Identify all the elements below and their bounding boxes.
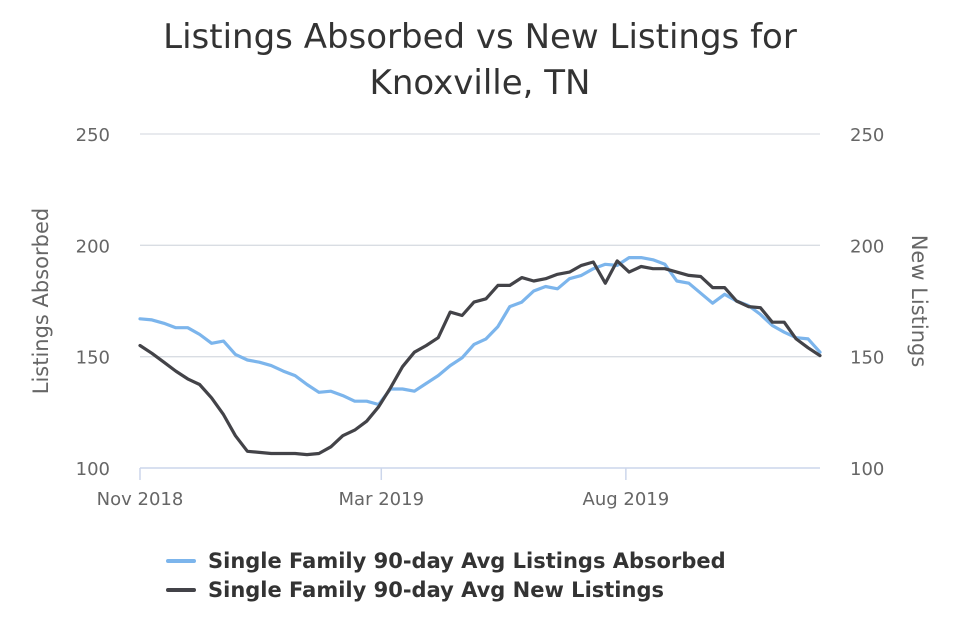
y-tick-right: 100	[850, 459, 884, 480]
y-axis-left-title: Listings Absorbed	[29, 208, 53, 395]
y-axis-right-ticks: 250 200 150 100	[850, 125, 884, 480]
legend-item-new-listings[interactable]: Single Family 90-day Avg New Listings	[166, 575, 726, 604]
y-tick-right: 200	[850, 236, 884, 257]
x-axis-ticks: Nov 2018 Mar 2019 Aug 2019	[97, 468, 670, 510]
x-tick-label: Nov 2018	[97, 489, 184, 510]
chart-title-line-1: Listings Absorbed vs New Listings for	[163, 17, 797, 57]
legend-swatch-new-listings	[166, 587, 196, 592]
legend-label-absorbed: Single Family 90-day Avg Listings Absorb…	[208, 548, 726, 573]
legend-item-absorbed[interactable]: Single Family 90-day Avg Listings Absorb…	[166, 546, 726, 575]
y-tick-right: 150	[850, 348, 884, 369]
y-tick-right: 250	[850, 125, 884, 146]
y-tick-left: 250	[76, 125, 110, 146]
x-tick-label: Mar 2019	[339, 489, 425, 510]
legend-label-new-listings: Single Family 90-day Avg New Listings	[208, 577, 664, 602]
chart-title: Listings Absorbed vs New Listings for Kn…	[0, 14, 960, 106]
series-line-absorbed[interactable]	[138, 256, 822, 407]
grid-lines	[140, 133, 820, 358]
y-axis-right-title: New Listings	[907, 235, 931, 368]
y-tick-left: 150	[76, 348, 110, 369]
y-tick-left: 200	[76, 236, 110, 257]
legend: Single Family 90-day Avg Listings Absorb…	[166, 546, 726, 604]
chart-title-line-2: Knoxville, TN	[369, 63, 591, 103]
y-axis-left-ticks: 250 200 150 100	[76, 125, 110, 480]
series-line-new[interactable]	[138, 259, 822, 457]
series-group	[138, 256, 822, 457]
y-tick-left: 100	[76, 459, 110, 480]
legend-swatch-absorbed	[166, 558, 196, 563]
x-tick-label: Aug 2019	[583, 489, 670, 510]
